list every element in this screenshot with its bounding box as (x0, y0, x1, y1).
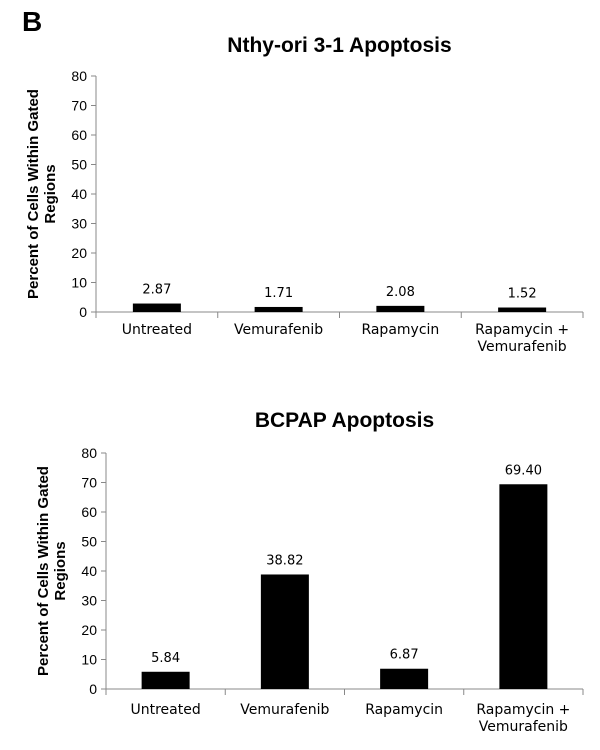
chart1-y-tick-label: 80 (71, 68, 87, 84)
chart2-y-axis-label: Percent of Cells Within GatedRegions (35, 466, 69, 676)
chart2-bar (260, 574, 309, 689)
chart2-y-axis-label-line: Regions (52, 541, 69, 600)
chart1-bar (376, 305, 425, 312)
chart2-category-label-line: Vemurafenib (240, 702, 329, 718)
chart1-y-axis-label: Percent of Cells Within GatedRegions (25, 89, 59, 299)
chart1-data-label: 2.08 (386, 285, 415, 300)
panel-label: B (22, 6, 43, 37)
chart1-data-label: 1.52 (508, 287, 537, 302)
chart2-title: BCPAP Apoptosis (255, 409, 434, 432)
chart2-bar (141, 671, 190, 689)
chart1-y-axis-label-line: Regions (42, 164, 59, 223)
chart2-data-label: 38.82 (266, 553, 303, 568)
chart1-y-tick-label: 60 (71, 127, 87, 143)
chart1-y-tick-label: 40 (71, 186, 87, 202)
chart1-bar (254, 306, 303, 312)
chart1-data-label: 1.71 (264, 286, 293, 301)
chart1-category-label-line: Rapamycin (361, 322, 439, 338)
chart2-category-label: Rapamycin + Vemurafenib (476, 702, 570, 735)
chart2-y-axis-label-line: Percent of Cells Within Gated (35, 466, 52, 676)
chart2-category-label-line: Vemurafenib (479, 719, 568, 735)
chart1-category-label: Untreated (122, 322, 192, 338)
chart2-data-label: 69.40 (505, 463, 542, 478)
chart1-category-label-line: Vemurafenib (234, 322, 323, 338)
chart1-y-tick-label: 70 (71, 98, 87, 114)
chart2-category-label: Rapamycin (365, 702, 443, 718)
chart1-category-label: Rapamycin (361, 322, 439, 338)
chart2-category-label-line: Rapamycin (365, 702, 443, 718)
chart1-category-label-line: Untreated (122, 322, 192, 338)
chart2-y-tick-label: 60 (81, 504, 97, 520)
chart2-data-label: 5.84 (151, 651, 180, 666)
chart2-y-tick-label: 80 (81, 445, 97, 461)
chart2-y-tick-label: 30 (81, 593, 97, 609)
chart1-y-tick-label: 0 (79, 304, 87, 320)
chart1-category-label-line: Rapamycin + (475, 322, 569, 338)
chart1-category-label-line: Vemurafenib (478, 339, 567, 355)
chart1-y-axis-label-line: Percent of Cells Within Gated (25, 89, 42, 299)
chart2-y-tick-label: 10 (81, 652, 97, 668)
chart2-y-tick-label: 0 (89, 681, 97, 697)
chart2-y-tick-label: 40 (81, 563, 97, 579)
chart1-y-tick-label: 10 (71, 275, 87, 291)
chart2-bar (380, 668, 429, 689)
chart1-bar (498, 307, 547, 312)
chart1-y-tick-label: 30 (71, 216, 87, 232)
chart2-data-label: 6.87 (390, 648, 419, 663)
chart1-category-label: Rapamycin + Vemurafenib (475, 322, 569, 355)
chart1-y-tick-label: 50 (71, 157, 87, 173)
chart2-y-tick-label: 50 (81, 534, 97, 550)
chart1-bar (132, 303, 181, 312)
chart2-category-label-line: Rapamycin + (476, 702, 570, 718)
chart1-y-tick-label: 20 (71, 245, 87, 261)
chart1-title: Nthy-ori 3-1 Apoptosis (227, 34, 451, 57)
chart2-category-label-line: Untreated (131, 702, 201, 718)
chart2-y-tick-label: 70 (81, 475, 97, 491)
chart2-category-label: Vemurafenib (240, 702, 329, 718)
chart2-bar (499, 484, 548, 689)
chart2-category-label: Untreated (131, 702, 201, 718)
chart2-y-tick-label: 20 (81, 622, 97, 638)
chart1-category-label: Vemurafenib (234, 322, 323, 338)
chart1-data-label: 2.87 (142, 283, 171, 298)
